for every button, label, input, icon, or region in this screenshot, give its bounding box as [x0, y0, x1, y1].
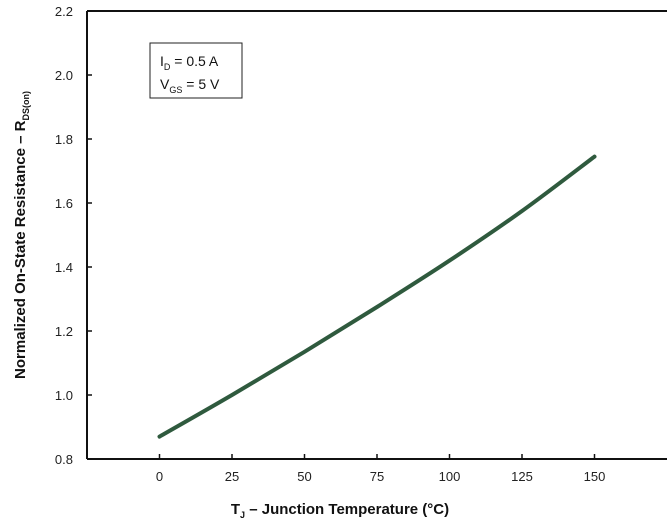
y-axis-ticks: 0.8 1.0 1.2 1.4 1.6 1.8 2.0 2.2	[55, 4, 92, 467]
x-tick-label: 75	[370, 469, 384, 484]
x-tick-label: 100	[439, 469, 461, 484]
annotation-box: ID = 0.5 A VGS = 5 V	[149, 42, 243, 99]
x-tick-label: 0	[156, 469, 163, 484]
y-tick-label: 2.2	[55, 4, 73, 19]
series-line	[157, 154, 597, 439]
series-layer	[157, 154, 597, 439]
x-axis-ticks: 0 25 50 75 100 125 150	[156, 454, 605, 484]
x-axis-title: TJ – Junction Temperature (°C)	[231, 501, 449, 520]
y-tick-label: 1.0	[55, 388, 73, 403]
y-tick-label: 1.2	[55, 324, 73, 339]
y-tick-label: 1.8	[55, 132, 73, 147]
y-tick-label: 1.6	[55, 196, 73, 211]
annotation-line-id: ID = 0.5 A	[160, 53, 219, 72]
y-tick-label: 0.8	[55, 452, 73, 467]
y-tick-label: 2.0	[55, 68, 73, 83]
annotation-line-vgs: VGS = 5 V	[160, 76, 220, 95]
x-tick-label: 125	[511, 469, 533, 484]
y-axis-title: Normalized On-State Resistance – RDS(on)	[12, 91, 31, 379]
x-tick-label: 25	[225, 469, 239, 484]
x-tick-label: 150	[584, 469, 606, 484]
x-tick-label: 50	[297, 469, 311, 484]
y-tick-label: 1.4	[55, 260, 73, 275]
